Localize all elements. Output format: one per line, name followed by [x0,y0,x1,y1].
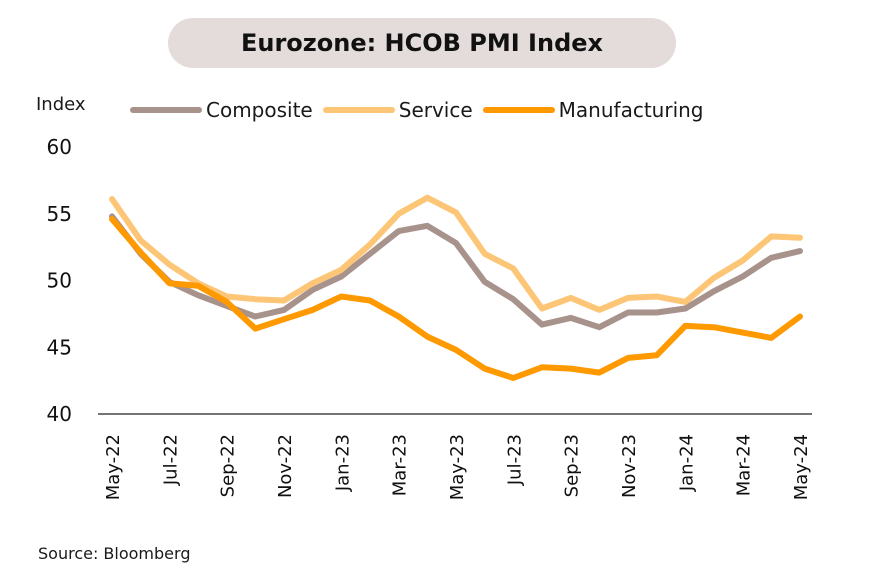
x-tick-label: Jan-23 [332,434,353,492]
legend-swatch-manufacturing [482,107,555,113]
series-line-service [109,194,803,313]
legend-item-service: Service [322,98,473,122]
x-tick-label: May-24 [791,434,812,500]
y-axis-label: Index [36,94,86,115]
x-tick-label: May-22 [103,434,124,500]
legend-swatch-service [322,107,395,113]
source-note: Source: Bloomberg [38,544,191,563]
x-tick-label: May-23 [447,434,468,500]
y-tick-label: 45 [47,335,72,359]
x-tick-label: Jul-23 [504,434,525,486]
legend-swatch-composite [130,107,202,113]
y-tick-label: 50 [47,269,72,293]
y-tick-label: 55 [47,202,72,226]
y-tick-label: 60 [47,135,72,159]
chart-title: Eurozone: HCOB PMI Index [240,29,604,57]
x-tick-label: Sep-23 [562,434,583,497]
chart-title-pill: Eurozone: HCOB PMI Index [168,18,676,68]
series-line-manufacturing [109,216,803,381]
legend-item-composite: Composite [130,98,313,122]
x-tick-label: Nov-23 [619,434,640,498]
series-line-composite [109,213,803,331]
x-tick-label: Mar-23 [390,434,411,496]
legend-item-manufacturing: Manufacturing [482,98,704,122]
x-tick-label: Nov-22 [275,434,296,498]
legend-label-service: Service [398,98,473,122]
x-tick-label: Mar-24 [734,434,755,496]
x-tick-label: Sep-22 [218,434,239,497]
y-tick-label: 40 [47,402,72,426]
legend: Composite Service Manufacturing [130,98,714,122]
x-tick-label: Jul-22 [160,434,181,486]
x-tick-label: Jan-24 [676,434,697,492]
legend-label-composite: Composite [206,98,313,122]
legend-label-manufacturing: Manufacturing [558,98,704,122]
